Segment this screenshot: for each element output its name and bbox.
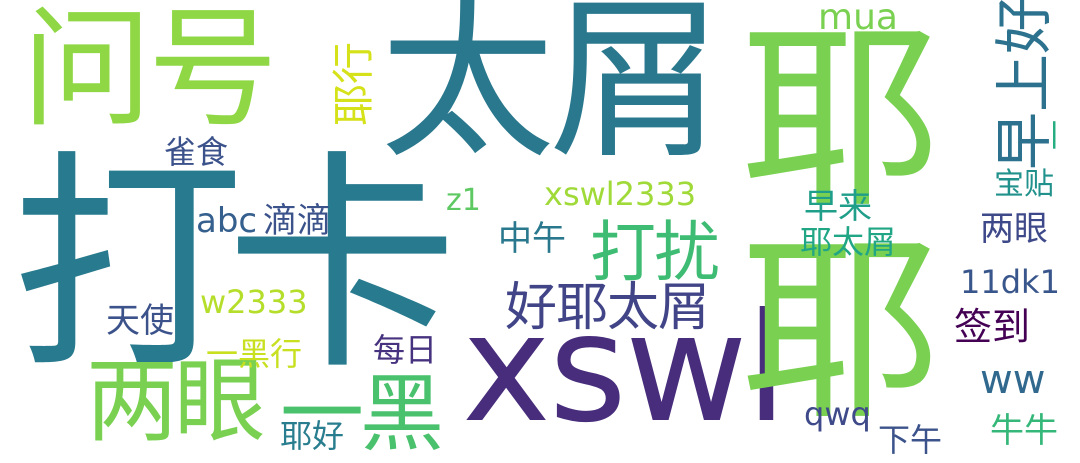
word-mua: mua [818,0,898,38]
word-daka: 打卡 [12,131,458,401]
word-qiandao: 签到 [954,305,1031,349]
word-xiawu: 下午 [878,421,943,459]
word-yiheixing: 一黑行 [206,335,303,373]
word-yetaixie: 耶太屑 [800,223,897,261]
word-niuniu: 牛牛 [990,411,1058,451]
word-11dk1: 11dk1 [960,263,1060,301]
word-tianshi: 天使 [106,301,174,341]
word-zhongwu: 中午 [498,219,566,259]
word-yexing: 耶行 [329,41,378,126]
word-xswl: xswl [462,282,787,456]
word-yi: 一 [1039,120,1074,150]
word-didi: 滴滴 [263,201,331,241]
word-yehao: 耶好 [280,417,345,455]
word-ye-2: 耶 [740,215,941,448]
word-meiri: 每日 [373,331,438,369]
word-ye-1: 耶 [740,3,941,236]
word-xswl2333: xswl2333 [544,175,697,213]
word-liangyan-small: 两眼 [980,209,1048,249]
word-z1: z1 [446,183,481,218]
word-baotie: 宝贴 [994,167,1054,202]
word-darao: 打扰 [590,214,720,291]
word-liangyan: 两眼 [86,348,266,455]
word-queshi: 雀食 [164,133,229,171]
word-yihei: 一黑 [280,365,444,463]
word-wenhao: 问号 [22,0,278,145]
word-zaolai: 早来 [804,187,872,227]
word-haoyetaixie: 好耶太屑 [505,278,710,338]
word-ww: ww [980,357,1046,403]
word-qwq: qwq [804,395,871,433]
word-abc: abc [196,201,258,241]
word-taixie: 太屑 [380,0,724,183]
word-w2333: w2333 [200,283,308,321]
